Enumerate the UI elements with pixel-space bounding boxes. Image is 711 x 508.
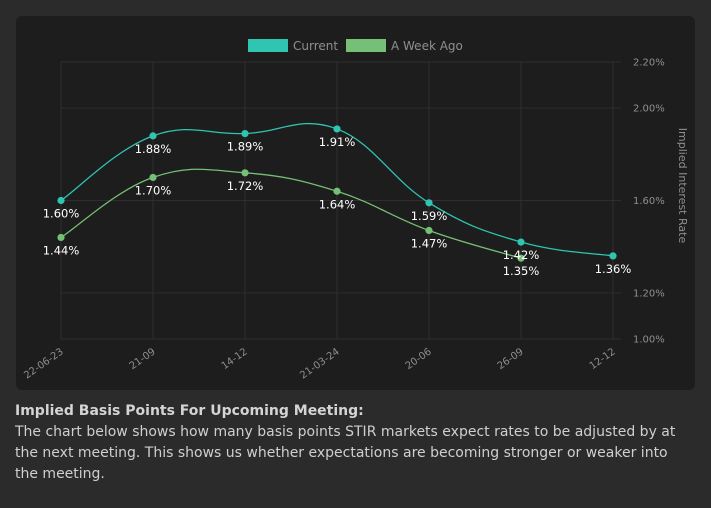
data-label-week-ago: 1.64%	[319, 197, 356, 211]
legend-label-current[interactable]: Current	[293, 39, 338, 53]
data-point-week-ago[interactable]	[425, 226, 433, 235]
y-axis-title: Implied Interest Rate	[676, 128, 689, 244]
legend-swatch-week-ago[interactable]	[346, 39, 386, 52]
data-point-current[interactable]	[57, 196, 65, 205]
implied-rate-line-chart: 2.20% 2.00% 1.60% 1.20% 1.00% 22-06-23 21-09 14…	[22, 39, 689, 381]
x-tick-label: 21-09	[128, 346, 158, 372]
chart-card: 2.20% 2.00% 1.60% 1.20% 1.00% 22-06-23 21-09 14…	[16, 16, 695, 390]
y-tick-label: 2.20%	[633, 58, 665, 69]
data-point-week-ago[interactable]	[517, 254, 525, 262]
data-label-current: 1.60%	[43, 207, 80, 221]
description-body: The chart below shows how many basis poi…	[15, 424, 676, 482]
series-line-week-ago	[60, 168, 522, 259]
data-point-current[interactable]	[333, 125, 341, 133]
data-label-week-ago: 1.35%	[503, 264, 540, 278]
data-label-week-ago: 1.70%	[135, 183, 172, 197]
x-tick-label: 20-06	[404, 346, 434, 372]
x-tick-label: 22-06-23	[22, 346, 65, 381]
y-tick-label: 1.60%	[633, 196, 665, 207]
x-tick-label: 12-12	[588, 346, 618, 372]
data-label-current: 1.42%	[503, 248, 540, 262]
data-label-current: 1.89%	[227, 140, 264, 154]
legend-label-week-ago[interactable]: A Week Ago	[391, 39, 463, 53]
data-point-current[interactable]	[609, 252, 617, 260]
x-tick-label: 26-09	[496, 346, 526, 372]
data-point-current[interactable]	[241, 129, 249, 138]
y-tick-label: 2.00%	[633, 104, 665, 115]
data-label-current: 1.36%	[595, 262, 632, 276]
y-tick-label: 1.00%	[633, 335, 665, 346]
data-label-week-ago: 1.44%	[43, 243, 80, 257]
data-label-current: 1.91%	[319, 135, 356, 149]
data-point-week-ago[interactable]	[57, 233, 65, 242]
data-point-week-ago[interactable]	[149, 173, 157, 182]
x-tick-label: 14-12	[220, 346, 250, 372]
legend-swatch-current[interactable]	[248, 39, 288, 52]
data-label-week-ago: 1.72%	[227, 179, 264, 193]
chart-description: Implied Basis Points For Upcoming Meetin…	[15, 401, 695, 485]
data-point-current[interactable]	[425, 199, 433, 207]
data-point-current[interactable]	[149, 132, 157, 140]
data-label-week-ago: 1.47%	[411, 237, 448, 251]
data-point-week-ago[interactable]	[333, 187, 341, 195]
data-point-week-ago[interactable]	[241, 169, 249, 177]
data-point-current[interactable]	[517, 238, 525, 246]
description-title: Implied Basis Points For Upcoming Meetin…	[15, 403, 364, 419]
data-label-current: 1.88%	[135, 142, 172, 156]
data-label-current: 1.59%	[411, 209, 448, 223]
y-tick-label: 1.20%	[633, 288, 665, 299]
x-tick-label: 21-03-24	[298, 346, 341, 381]
